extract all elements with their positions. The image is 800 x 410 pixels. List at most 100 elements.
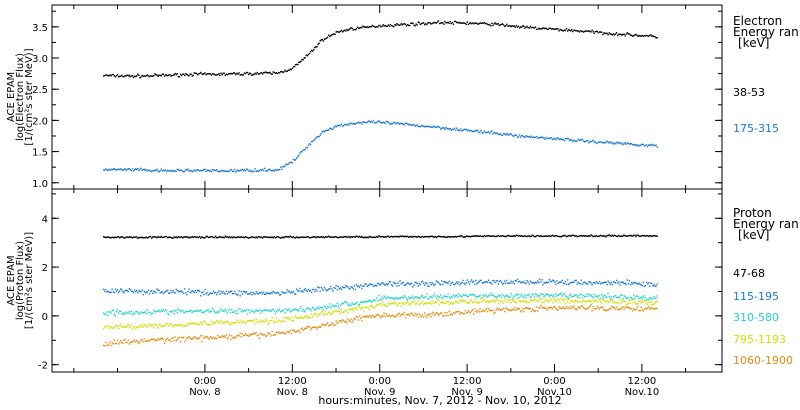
data-point bbox=[478, 235, 480, 237]
data-point bbox=[477, 235, 479, 237]
data-point bbox=[592, 305, 594, 308]
data-point bbox=[171, 237, 173, 239]
data-point bbox=[398, 284, 400, 287]
data-point bbox=[154, 340, 156, 342]
legend-title: [keV] bbox=[738, 36, 769, 50]
data-point bbox=[109, 291, 111, 294]
data-point bbox=[288, 308, 290, 310]
data-point bbox=[634, 143, 636, 146]
data-point bbox=[260, 333, 263, 336]
data-point bbox=[421, 22, 424, 24]
data-point bbox=[522, 282, 524, 284]
data-point bbox=[526, 235, 528, 238]
data-point bbox=[422, 316, 425, 318]
data-point bbox=[209, 324, 211, 326]
data-point bbox=[224, 293, 226, 295]
data-point bbox=[371, 300, 374, 303]
data-point bbox=[266, 335, 268, 337]
data-point bbox=[587, 307, 589, 309]
data-point bbox=[580, 300, 583, 303]
data-point bbox=[545, 307, 547, 309]
data-point bbox=[354, 123, 357, 125]
data-point bbox=[642, 310, 644, 312]
data-point bbox=[430, 235, 432, 238]
data-point bbox=[362, 316, 364, 318]
data-point bbox=[558, 299, 560, 301]
data-point bbox=[628, 143, 631, 145]
data-point bbox=[201, 323, 203, 326]
data-point bbox=[513, 282, 515, 285]
data-point bbox=[160, 337, 162, 339]
data-point bbox=[226, 320, 229, 322]
data-point bbox=[559, 293, 561, 295]
data-point bbox=[344, 29, 346, 31]
data-point bbox=[493, 131, 495, 134]
data-point bbox=[309, 289, 312, 292]
data-point bbox=[445, 302, 447, 304]
data-point bbox=[421, 295, 424, 297]
data-point bbox=[189, 323, 191, 325]
data-point bbox=[591, 310, 593, 312]
data-point bbox=[139, 168, 141, 171]
data-point bbox=[308, 52, 311, 55]
data-point bbox=[229, 338, 232, 341]
data-point bbox=[511, 25, 513, 27]
data-point bbox=[217, 334, 219, 337]
data-point bbox=[650, 282, 652, 284]
data-point bbox=[193, 291, 195, 294]
data-point bbox=[194, 170, 197, 172]
data-point bbox=[319, 236, 321, 238]
data-point bbox=[136, 289, 138, 292]
data-point bbox=[611, 302, 614, 304]
data-point bbox=[513, 25, 515, 27]
data-point bbox=[115, 74, 118, 77]
data-point bbox=[590, 300, 592, 303]
data-point bbox=[229, 311, 232, 314]
data-point bbox=[119, 75, 121, 78]
data-point bbox=[553, 235, 555, 237]
data-point bbox=[421, 125, 424, 127]
data-point bbox=[138, 342, 140, 345]
data-point bbox=[296, 157, 298, 159]
data-point bbox=[508, 282, 510, 284]
data-point bbox=[613, 281, 616, 284]
data-point bbox=[386, 315, 388, 317]
data-point bbox=[516, 293, 519, 296]
data-point bbox=[275, 236, 278, 238]
data-point bbox=[302, 308, 304, 310]
data-point bbox=[281, 331, 283, 334]
data-point bbox=[454, 311, 457, 313]
data-point bbox=[129, 75, 131, 78]
data-point bbox=[608, 142, 610, 144]
data-point bbox=[480, 22, 482, 24]
data-point bbox=[460, 282, 462, 284]
data-point bbox=[178, 236, 181, 238]
data-point bbox=[258, 236, 261, 238]
data-point bbox=[274, 334, 277, 336]
data-point bbox=[340, 236, 343, 238]
data-point bbox=[309, 144, 312, 146]
data-point bbox=[555, 300, 557, 302]
data-point bbox=[222, 169, 224, 172]
data-point bbox=[452, 303, 455, 305]
data-point bbox=[177, 290, 179, 292]
x-tick-time-label: 12:00 bbox=[278, 376, 307, 387]
data-point bbox=[619, 142, 621, 144]
data-point bbox=[103, 75, 105, 77]
data-point bbox=[281, 291, 283, 293]
data-point bbox=[158, 309, 160, 312]
data-point bbox=[291, 67, 294, 70]
legend-entry: 795-1193 bbox=[733, 333, 786, 346]
data-point bbox=[195, 72, 198, 75]
data-point bbox=[634, 34, 636, 36]
data-point bbox=[234, 337, 236, 339]
data-point bbox=[509, 296, 511, 298]
data-point bbox=[507, 134, 509, 136]
data-point bbox=[390, 303, 393, 305]
data-point bbox=[126, 289, 128, 292]
data-point bbox=[282, 236, 284, 238]
data-point bbox=[450, 129, 452, 131]
data-point bbox=[409, 284, 411, 286]
data-point bbox=[451, 236, 454, 238]
data-point bbox=[456, 294, 458, 297]
